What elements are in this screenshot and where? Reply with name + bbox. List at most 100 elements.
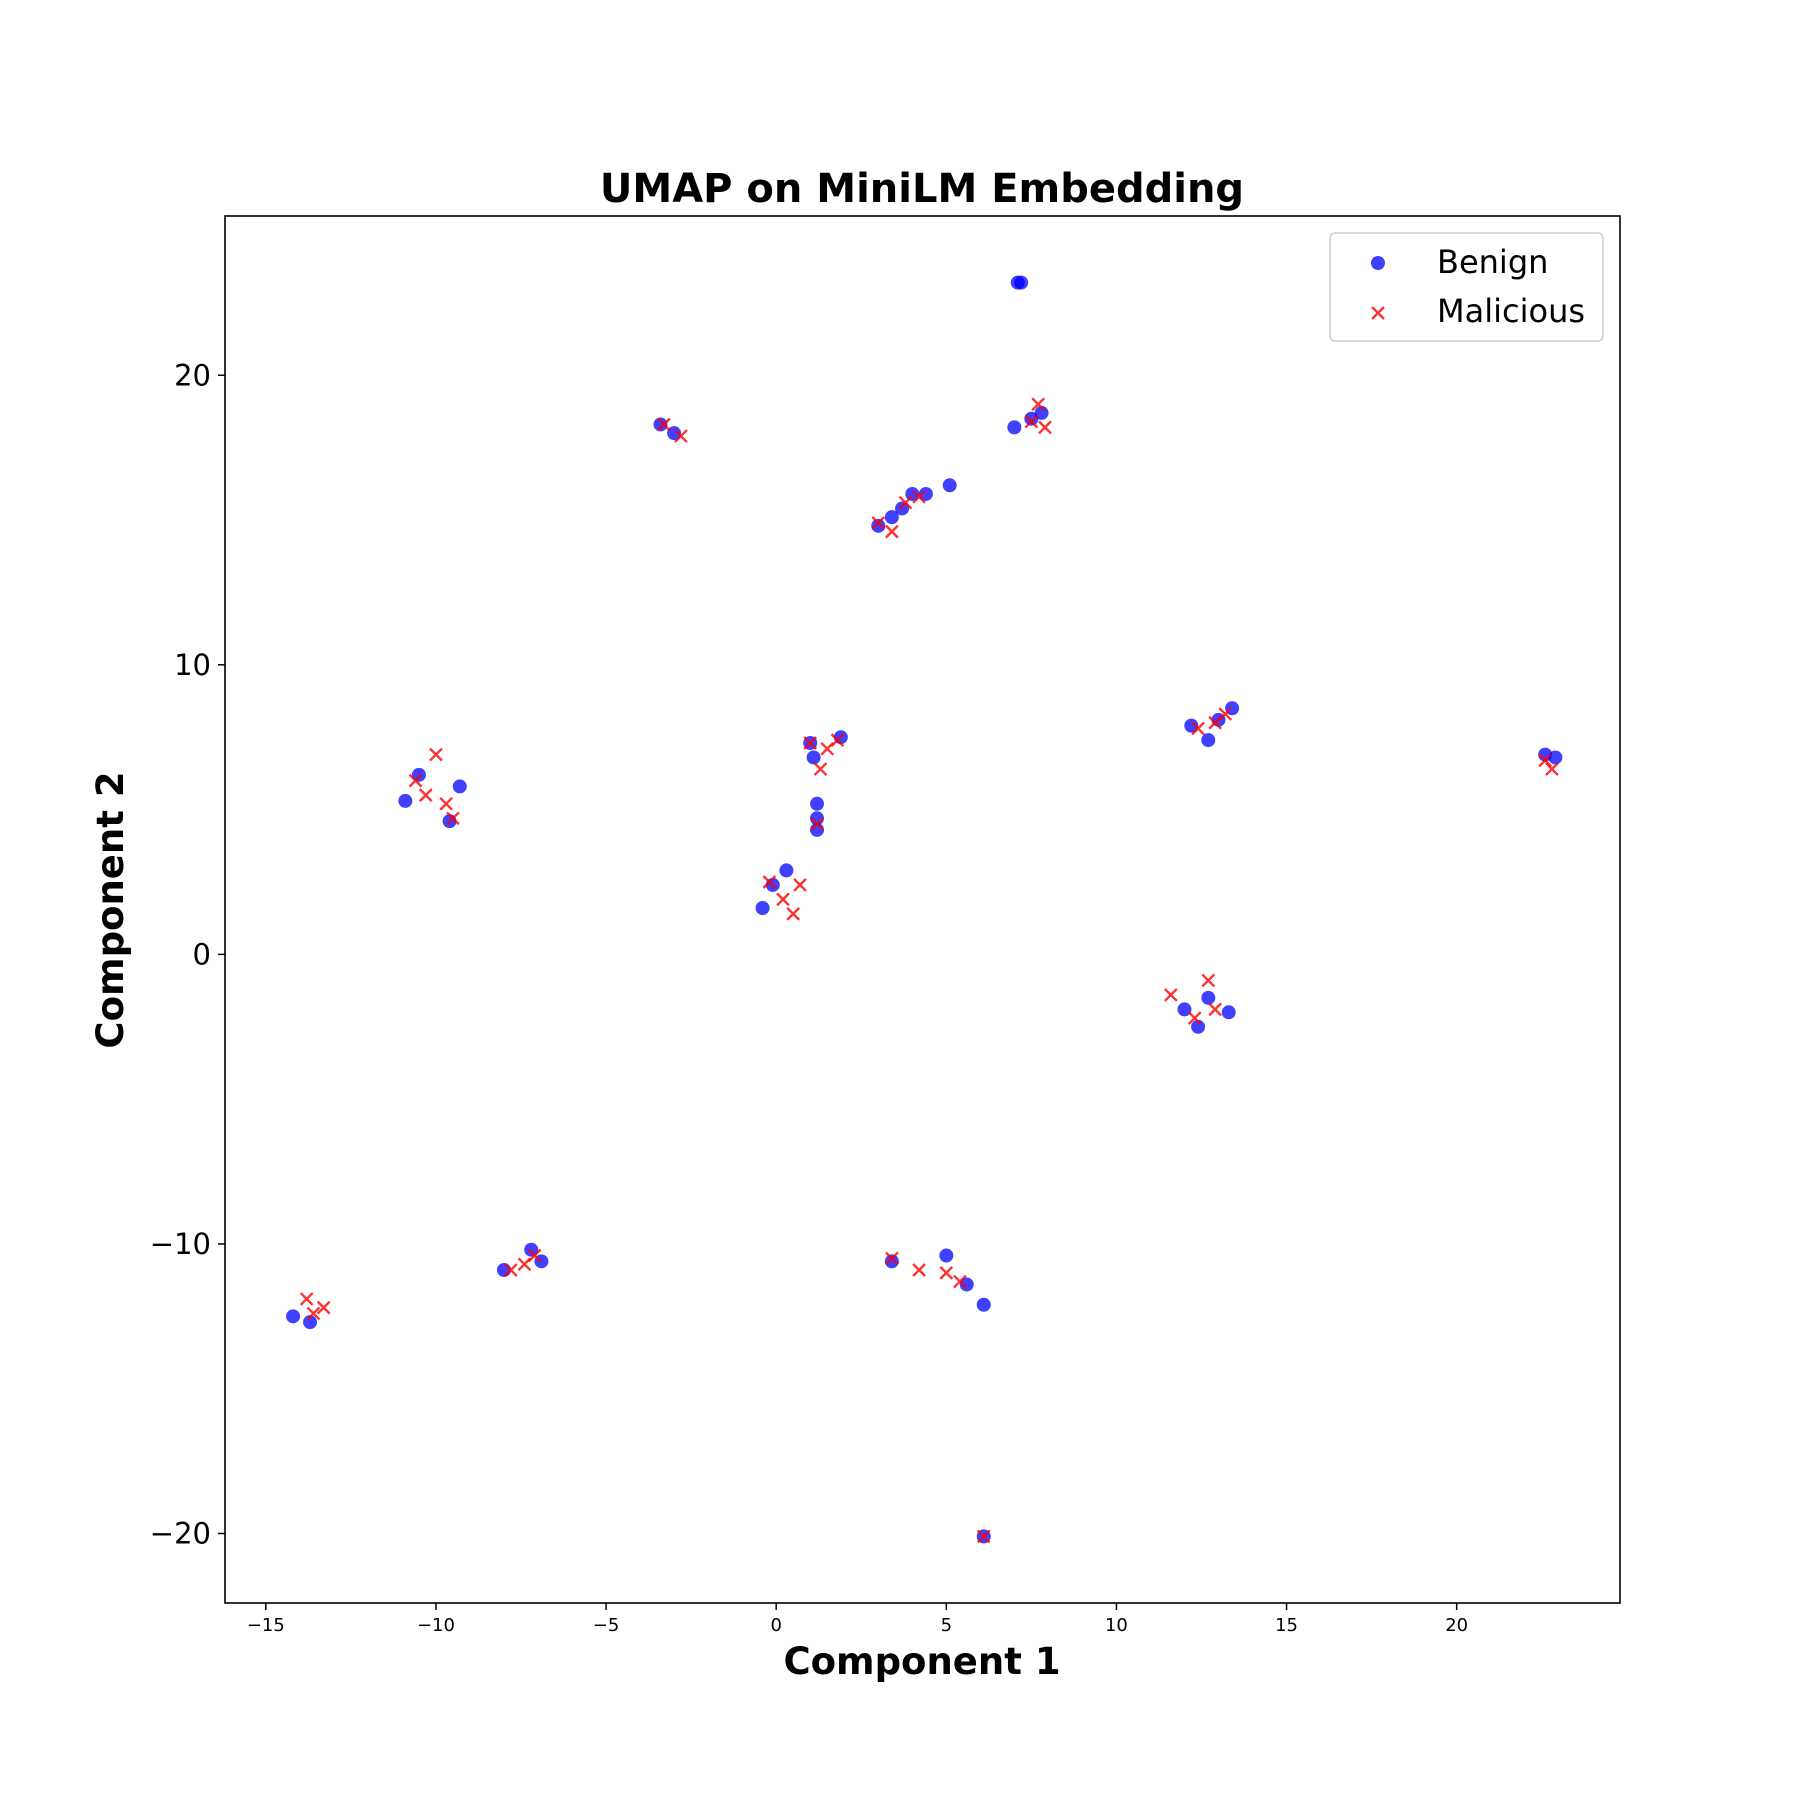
malicious-point: [429, 747, 443, 762]
malicious-point: [912, 490, 926, 504]
malicious-point: [898, 495, 913, 510]
legend-marker-malicious: [1371, 306, 1385, 320]
legend: Benign Malicious: [1329, 232, 1604, 342]
y-axis-label: Component 2: [89, 771, 132, 1048]
malicious-point: [1538, 753, 1552, 768]
malicious-point: [810, 817, 824, 831]
series-benign: [286, 275, 1563, 1544]
y-tick-label: 0: [193, 937, 211, 971]
malicious-point: [446, 811, 460, 826]
malicious-point: [786, 906, 801, 921]
benign-point: [1201, 990, 1216, 1005]
x-tick-label: 20: [1445, 1615, 1468, 1636]
malicious-point: [1164, 988, 1178, 1002]
legend-marker-benign: [1371, 256, 1385, 270]
malicious-point: [1208, 1002, 1222, 1017]
benign-point: [497, 1263, 511, 1278]
malicious-point: [503, 1263, 518, 1277]
benign-point: [942, 478, 957, 493]
malicious-point: [1201, 973, 1216, 988]
benign-point: [411, 767, 426, 782]
benign-point: [1201, 733, 1216, 748]
malicious-point: [885, 1251, 899, 1266]
benign-point: [810, 796, 825, 811]
malicious-point: [1031, 397, 1046, 412]
benign-point: [1024, 411, 1039, 426]
malicious-point: [439, 796, 454, 811]
malicious-point: [793, 878, 807, 892]
legend-x-icon: [1371, 306, 1385, 320]
benign-point: [1191, 1019, 1206, 1034]
malicious-point: [953, 1274, 967, 1289]
x-axis: −15 −10 −5 0 5 10 15 20: [247, 1603, 1468, 1636]
y-tick-label: −20: [150, 1517, 211, 1551]
malicious-point: [1038, 420, 1052, 435]
malicious-point: [657, 417, 671, 432]
malicious-point: [418, 788, 433, 802]
benign-point: [1548, 750, 1563, 765]
malicious-point: [939, 1266, 954, 1280]
x-tick-label: −15: [247, 1615, 285, 1636]
points-layer: [286, 275, 1563, 1544]
benign-point: [398, 793, 413, 808]
benign-point: [452, 779, 467, 794]
benign-point: [905, 486, 920, 501]
benign-point: [1184, 718, 1199, 733]
x-tick-label: −5: [593, 1615, 620, 1636]
x-tick-label: −10: [417, 1615, 455, 1636]
benign-point: [895, 501, 910, 516]
x-tick-label: 0: [770, 1615, 781, 1636]
malicious-point: [912, 1263, 926, 1277]
y-tick-label: 10: [174, 648, 211, 682]
malicious-point: [408, 773, 423, 788]
legend-label-benign: Benign: [1437, 243, 1548, 281]
malicious-point: [776, 892, 790, 907]
malicious-point: [1187, 1011, 1202, 1025]
malicious-point: [306, 1306, 321, 1321]
benign-point: [918, 486, 933, 501]
series-malicious: [299, 397, 1559, 1544]
y-tick-label: 20: [174, 358, 211, 392]
benign-point: [976, 1297, 991, 1312]
malicious-point: [976, 1529, 991, 1544]
benign-point: [286, 1309, 301, 1324]
benign-point: [1014, 275, 1029, 290]
malicious-point: [885, 524, 899, 539]
malicious-point: [1191, 721, 1205, 736]
legend-label-malicious: Malicious: [1437, 292, 1585, 330]
malicious-point: [830, 733, 845, 747]
x-tick-label: 5: [941, 1615, 952, 1636]
benign-point: [653, 417, 668, 432]
x-tick-label: 15: [1275, 1615, 1298, 1636]
benign-point: [939, 1248, 954, 1263]
benign-point: [806, 750, 821, 765]
x-axis-label: Component 1: [783, 1640, 1060, 1683]
malicious-point: [527, 1248, 542, 1263]
y-axis: −20 −10 0 10 20: [150, 358, 225, 1551]
x-tick-label: 10: [1105, 1615, 1128, 1636]
benign-point: [884, 510, 899, 525]
benign-point: [884, 1254, 899, 1269]
malicious-point: [1545, 762, 1559, 776]
benign-point: [959, 1277, 974, 1292]
malicious-point: [1218, 707, 1233, 721]
malicious-point: [1024, 414, 1039, 429]
benign-point: [524, 1242, 539, 1257]
benign-point: [1007, 420, 1022, 435]
chart-title: UMAP on MiniLM Embedding: [600, 166, 1244, 212]
malicious-point: [803, 736, 818, 750]
benign-point: [871, 518, 886, 533]
benign-point: [755, 901, 770, 916]
y-tick-label: −10: [150, 1227, 211, 1261]
malicious-point: [316, 1300, 331, 1315]
malicious-point: [762, 875, 777, 889]
benign-point: [779, 863, 794, 878]
plot-area: [225, 216, 1620, 1603]
malicious-point: [674, 429, 688, 443]
benign-point: [1221, 1005, 1236, 1020]
malicious-point: [871, 516, 886, 530]
legend-box: [1329, 232, 1604, 342]
benign-point: [303, 1315, 318, 1330]
malicious-point: [813, 762, 828, 776]
